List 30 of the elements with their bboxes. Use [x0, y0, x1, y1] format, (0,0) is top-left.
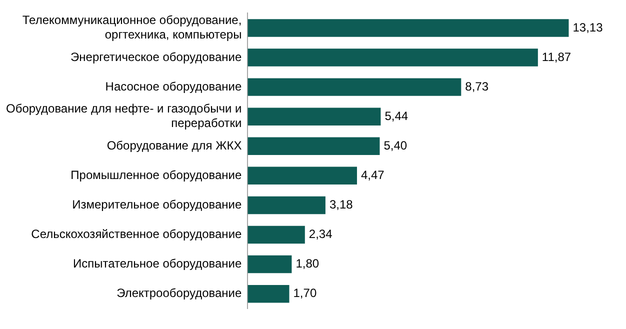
bar [248, 48, 538, 66]
bar [248, 226, 305, 244]
y-tick-label: Насосное оборудование [105, 79, 242, 94]
y-tick-label: Измерительное оборудование [72, 198, 242, 212]
y-tick-label: Оборудование для нефте- и газодобычи и переработки [6, 102, 242, 130]
bar [248, 19, 569, 37]
y-tick-label: Сельскохозяйственное оборудование [31, 227, 242, 242]
bar [248, 108, 381, 126]
y-tick-label: Энергетическое оборудование [70, 50, 242, 64]
data-label: 1,80 [296, 256, 320, 271]
data-label: 5,44 [384, 108, 408, 123]
data-label: 11,87 [542, 50, 572, 64]
data-label: 13,13 [572, 20, 604, 34]
data-label: 5,40 [384, 138, 408, 152]
y-tick-label: Телекоммуникационное оборудование, оргтехника, компьютеры [22, 13, 242, 42]
y-tick-label: Электрооборудование [116, 286, 242, 300]
y-tick-label: Оборудование для ЖКХ [106, 138, 242, 152]
bar [248, 196, 326, 214]
data-label: 1,70 [293, 286, 317, 300]
bar [248, 166, 357, 185]
bar [248, 78, 462, 96]
data-label: 3,18 [329, 198, 354, 212]
data-label: 2,34 [308, 227, 333, 242]
bar [248, 284, 290, 303]
data-label: 8,73 [465, 79, 489, 94]
y-tick-label: Испытательное оборудование [73, 256, 242, 271]
data-label: 4,47 [360, 168, 385, 182]
bar [248, 137, 380, 155]
bar [248, 255, 292, 274]
y-tick-label: Промышленное оборудование [70, 168, 242, 182]
